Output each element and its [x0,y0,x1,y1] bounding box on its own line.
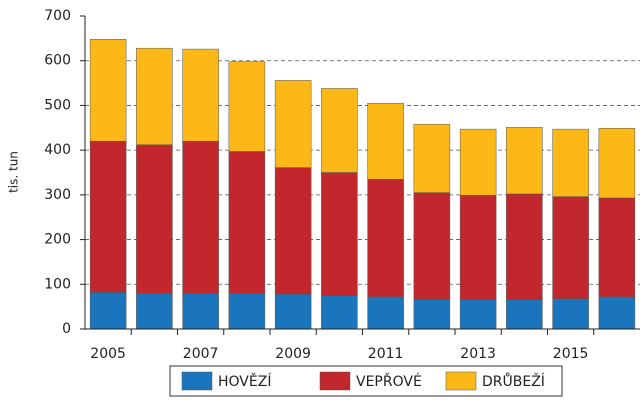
legend-swatch [319,371,351,391]
bar-segment [228,151,266,294]
bar-segment [459,299,497,330]
bar-segment [552,128,589,197]
x-tick-label: 2009 [275,346,311,362]
bar-segment [228,292,266,330]
y-tick-label: 0 [62,321,71,337]
legend-swatch [181,371,213,391]
legend-box [169,365,563,397]
x-tick-label: 2007 [183,346,219,362]
bar-segment [89,39,127,142]
legend-label: HOVĚZÍ [218,373,271,390]
x-tick-label: 2005 [90,346,126,362]
bar-segment [182,140,219,294]
bar-segment [182,48,219,142]
bar-segment [367,296,404,330]
y-tick-label: 200 [44,232,71,248]
bar-segment [552,298,589,330]
bar-segment [321,88,358,173]
legend-swatch [445,371,477,391]
bar-segment [89,140,127,293]
bar-segment [598,296,636,330]
bar-segment [136,292,173,330]
x-tick-label: 2013 [460,346,496,362]
bar-segment [506,299,543,330]
bar-segment [89,292,127,330]
bar-segment [321,172,358,296]
bar-segment [598,197,636,298]
legend-label: DRŮBEŽÍ [482,372,545,390]
bar-segment [136,47,173,146]
bar-segment [367,102,404,180]
y-tick-label: 700 [44,8,71,24]
legend-label: VEPŘOVÉ [356,373,422,390]
y-tick-label: 500 [44,97,71,113]
bar-segment [274,167,312,295]
y-tick-label: 600 [44,53,71,69]
bar-segment [459,195,497,300]
bar-segment [413,123,451,193]
bar-segment [598,127,636,199]
bar-segment [506,127,543,195]
bar-segment [506,193,543,300]
bar-segment [459,128,497,196]
y-tick-label: 100 [44,276,71,292]
bar-segment [413,298,451,330]
y-tick-label: 300 [44,187,71,203]
y-tick-label: 400 [44,142,71,158]
bar-segment [228,61,266,152]
bar-segment [182,292,219,330]
bar-segment [136,144,173,294]
bar-segment [552,196,589,299]
x-tick-label: 2015 [553,346,589,362]
bar-segment [321,295,358,330]
x-tick-label: 2011 [368,346,404,362]
bar-segment [413,192,451,300]
y-axis-label: tis. tun [7,151,21,193]
bar-segment [274,293,312,330]
bar-segment [274,80,312,168]
bar-segment [367,178,404,298]
